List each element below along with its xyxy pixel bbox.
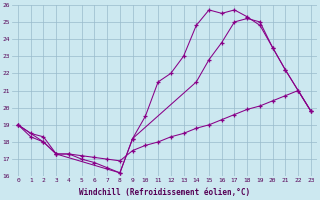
X-axis label: Windchill (Refroidissement éolien,°C): Windchill (Refroidissement éolien,°C) [79, 188, 250, 197]
